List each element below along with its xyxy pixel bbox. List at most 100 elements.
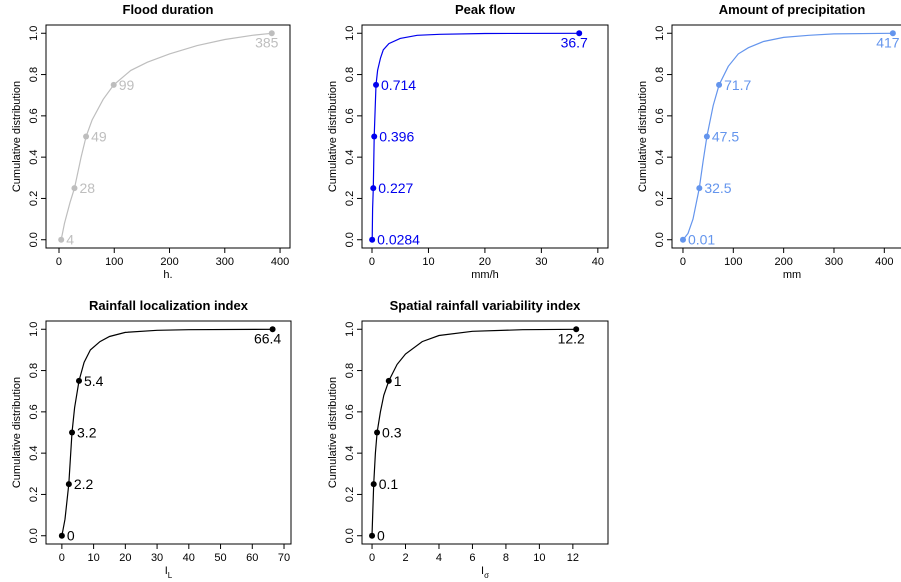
x-tick-label: 10 — [533, 552, 545, 564]
plot-frame — [361, 320, 609, 545]
quantile-label: 2.2 — [74, 476, 94, 492]
quantile-label: 71.7 — [724, 77, 751, 93]
y-tick-label: 0.4 — [654, 149, 666, 164]
quantile-point — [370, 481, 377, 488]
x-axis-label: mm/h — [471, 269, 499, 281]
quantile-label: 36.7 — [561, 34, 588, 50]
quantile-point — [110, 81, 117, 88]
quantile-point — [679, 236, 686, 243]
y-tick-label: 0.0 — [28, 528, 40, 543]
ecdf-curve — [682, 32, 893, 241]
quantile-label: 3.2 — [77, 425, 97, 441]
panel-title: Peak flow — [455, 2, 516, 17]
x-tick-label: 8 — [503, 552, 509, 564]
panel-title: Rainfall localization index — [89, 298, 249, 313]
quantile-label: 0.3 — [382, 425, 402, 441]
quantile-label: 0.227 — [378, 180, 413, 196]
x-axis-label-main: I — [481, 565, 484, 577]
quantile-label: 385 — [255, 34, 279, 50]
y-tick-label: 0.8 — [28, 67, 40, 82]
plot-frame — [671, 24, 901, 249]
y-axis-label: Cumulative distribution — [637, 81, 649, 192]
x-tick-label: 20 — [119, 552, 131, 564]
y-tick-label: 0.6 — [654, 108, 666, 123]
x-tick-label: 200 — [774, 256, 792, 268]
y-axis-label: Cumulative distribution — [327, 377, 339, 488]
y-tick-label: 1.0 — [654, 26, 666, 41]
quantile-point — [71, 185, 78, 192]
y-tick-label: 0.2 — [28, 191, 40, 206]
quantile-point — [76, 377, 83, 384]
x-tick-label: 0 — [59, 552, 65, 564]
x-tick-label: 30 — [151, 552, 163, 564]
quantile-point — [374, 429, 381, 436]
x-axis-label-main: mm/h — [471, 269, 499, 281]
quantile-point — [370, 185, 377, 192]
quantile-label: 0.396 — [379, 129, 414, 145]
x-tick-label: 0 — [56, 256, 62, 268]
x-axis-label: mm — [783, 269, 801, 281]
y-tick-label: 0.6 — [344, 404, 356, 419]
quantile-label: 0.714 — [381, 77, 416, 93]
y-tick-label: 0.0 — [344, 528, 356, 543]
x-axis-label-main: mm — [783, 269, 801, 281]
x-tick-label: 12 — [567, 552, 579, 564]
x-tick-label: 0 — [680, 256, 686, 268]
panel: Rainfall localization index 0 10 20 30 40 50 60… — [11, 298, 292, 580]
quantile-label: 417 — [876, 34, 900, 50]
y-tick-label: 1.0 — [344, 26, 356, 41]
y-tick-label: 0.2 — [28, 487, 40, 502]
y-axis-label: Cumulative distribution — [11, 377, 23, 488]
y-tick-label: 1.0 — [28, 322, 40, 337]
x-tick-label: 400 — [271, 256, 289, 268]
x-tick-label: 0 — [369, 256, 375, 268]
quantile-label: 5.4 — [84, 373, 104, 389]
quantile-point — [268, 30, 275, 37]
quantile-label: 0 — [377, 528, 385, 544]
x-tick-label: 200 — [160, 256, 178, 268]
y-tick-label: 0.4 — [344, 149, 356, 164]
panel: Peak flow 0 10 20 30 40 0.0 0.2 0.4 0.6 0.8 1.0 mm/h… — [327, 2, 609, 281]
y-tick-label: 0.4 — [28, 149, 40, 164]
y-tick-label: 1.0 — [344, 322, 356, 337]
y-tick-label: 0.8 — [28, 363, 40, 378]
quantile-label: 99 — [119, 77, 135, 93]
panel-title: Amount of precipitation — [719, 2, 866, 17]
panel: Amount of precipitation 0 100 200 300 400 0.0 0… — [637, 2, 901, 281]
panel-title: Flood duration — [123, 2, 214, 17]
panel: Spatial rainfall variability index 0 2 4 6 8 1… — [327, 298, 609, 580]
quantile-point — [373, 81, 380, 88]
y-tick-label: 1.0 — [28, 26, 40, 41]
plot-frame — [45, 320, 292, 545]
x-tick-label: 20 — [479, 256, 491, 268]
quantile-point — [573, 326, 580, 333]
y-tick-label: 0.8 — [344, 67, 356, 82]
quantile-point — [369, 236, 376, 243]
quantile-label: 47.5 — [712, 129, 739, 145]
quantile-point — [889, 30, 896, 37]
x-tick-label: 10 — [87, 552, 99, 564]
x-tick-label: 40 — [183, 552, 195, 564]
x-tick-label: 0 — [369, 552, 375, 564]
x-tick-label: 30 — [535, 256, 547, 268]
y-tick-label: 0.6 — [344, 108, 356, 123]
quantile-point — [716, 81, 723, 88]
x-axis-label: IL — [165, 565, 173, 580]
x-axis-label-sub: L — [168, 571, 173, 580]
y-tick-label: 0.0 — [654, 232, 666, 247]
y-tick-label: 0.8 — [344, 363, 356, 378]
quantile-point — [385, 377, 392, 384]
panel-title: Spatial rainfall variability index — [390, 298, 582, 313]
quantile-point — [371, 133, 378, 140]
x-tick-label: 100 — [724, 256, 742, 268]
quantile-label: 28 — [79, 180, 95, 196]
x-tick-label: 2 — [402, 552, 408, 564]
quantile-label: 66.4 — [254, 330, 281, 346]
y-tick-label: 0.6 — [28, 404, 40, 419]
y-tick-label: 0.8 — [654, 67, 666, 82]
x-tick-label: 100 — [105, 256, 123, 268]
quantile-point — [65, 481, 72, 488]
x-axis-label-main: h. — [163, 269, 172, 281]
x-tick-label: 60 — [246, 552, 258, 564]
x-tick-label: 50 — [214, 552, 226, 564]
